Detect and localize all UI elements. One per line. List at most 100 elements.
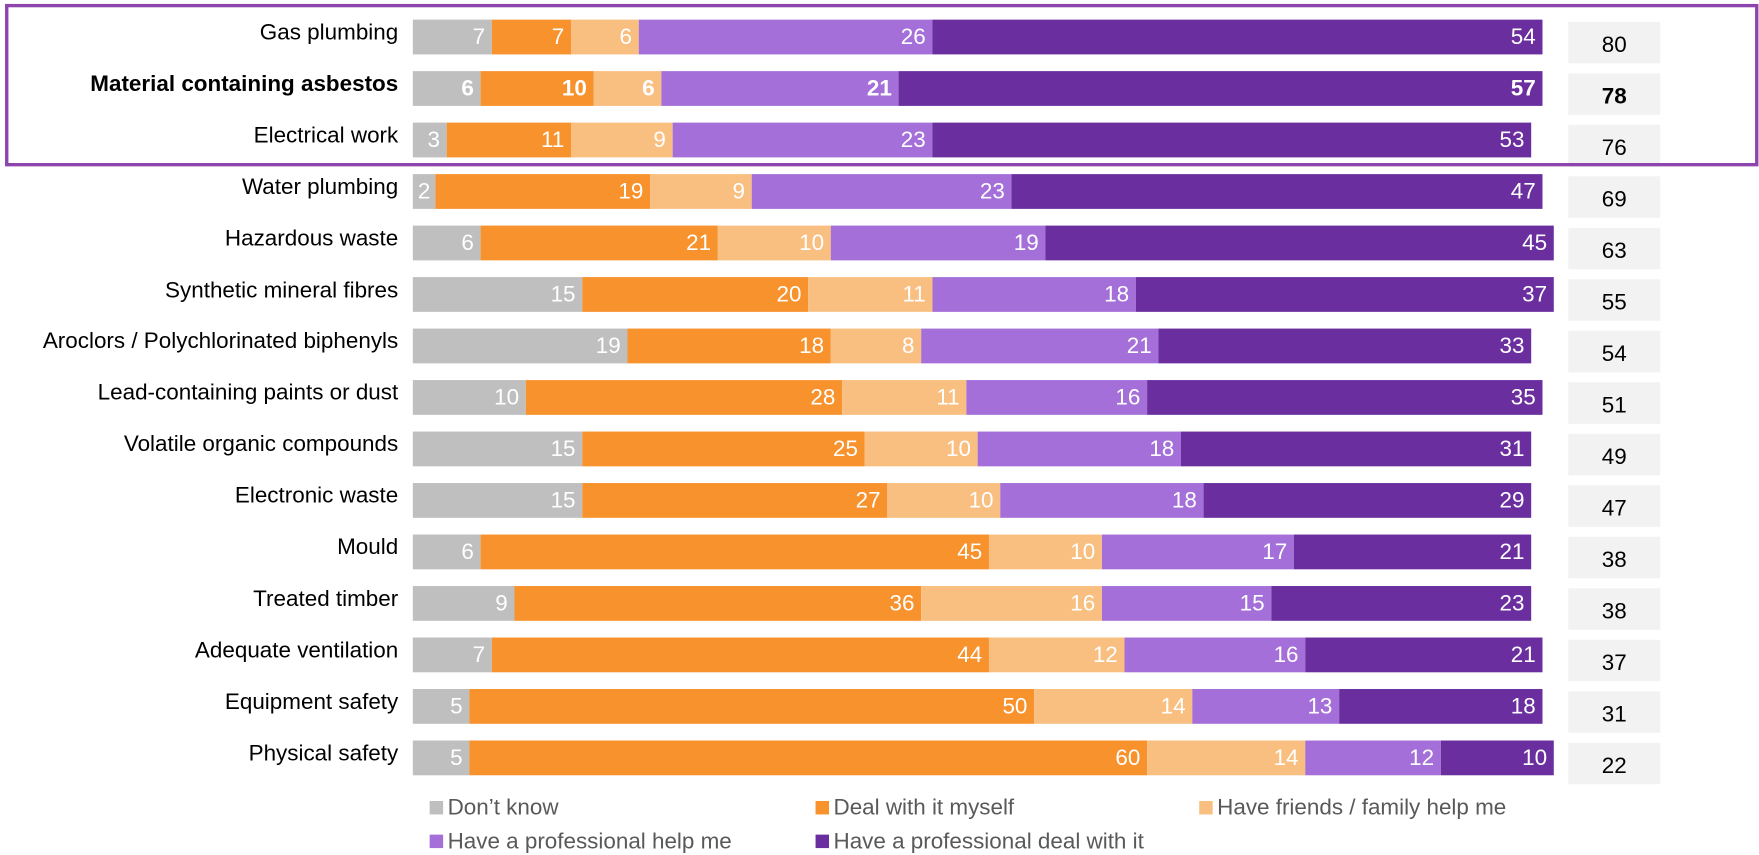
bar-segment — [751, 174, 1012, 209]
bar-segment — [480, 534, 989, 570]
bar-segment — [412, 225, 481, 261]
bar-segment — [1101, 534, 1294, 570]
value-label: 23 — [980, 179, 1005, 204]
total-box — [1568, 742, 1661, 785]
total-label: 54 — [1602, 341, 1627, 366]
total-label: 49 — [1602, 444, 1627, 469]
value-label: 23 — [901, 127, 926, 152]
total-label: 76 — [1602, 135, 1627, 160]
value-label: 29 — [1500, 487, 1525, 512]
value-label: 16 — [1070, 590, 1095, 615]
bar-segment — [1192, 689, 1340, 724]
bar-segment — [988, 637, 1125, 673]
value-label: 19 — [1014, 230, 1039, 255]
value-label: 19 — [618, 179, 643, 204]
bar-segment — [412, 380, 526, 415]
bar-segment — [435, 174, 651, 209]
total-label: 69 — [1602, 186, 1627, 211]
category-label: Synthetic mineral fibres — [165, 277, 399, 303]
value-label: 14 — [1161, 693, 1186, 718]
total-label: 51 — [1602, 392, 1627, 417]
value-label: 23 — [1500, 590, 1525, 615]
value-label: 31 — [1500, 436, 1525, 461]
value-label: 15 — [551, 487, 576, 512]
bar-segment — [412, 637, 492, 673]
bar-segment — [582, 431, 865, 467]
bar-segment — [469, 740, 1148, 776]
bar-segment — [1440, 740, 1554, 776]
bar-segment — [650, 174, 752, 209]
value-label: 35 — [1511, 385, 1536, 410]
bar-segment — [412, 19, 492, 55]
value-label: 36 — [889, 590, 914, 615]
value-label: 57 — [1511, 76, 1536, 101]
category-label: Treated timber — [253, 586, 399, 612]
bar-segment — [480, 225, 718, 261]
value-label: 19 — [596, 333, 621, 358]
value-label: 9 — [495, 590, 507, 615]
value-label: 18 — [1149, 436, 1174, 461]
value-label: 50 — [1002, 693, 1027, 718]
value-label: 13 — [1307, 693, 1332, 718]
value-label: 6 — [461, 230, 473, 255]
value-label: 47 — [1511, 179, 1536, 204]
value-label: 8 — [902, 333, 914, 358]
value-label: 11 — [541, 127, 564, 152]
total-box — [1568, 639, 1661, 682]
value-label: 45 — [1522, 230, 1547, 255]
category-label: Material containing asbestos — [90, 71, 399, 97]
value-label: 21 — [867, 76, 892, 101]
value-label: 5 — [450, 745, 462, 770]
legend-swatch — [1199, 800, 1213, 815]
value-label: 11 — [902, 282, 925, 307]
total-label: 55 — [1602, 289, 1627, 314]
total-box — [1568, 330, 1661, 373]
bar-segment — [412, 328, 628, 364]
category-label: Electronic waste — [234, 483, 399, 509]
bar-segment — [1011, 174, 1543, 209]
value-label: 27 — [856, 487, 881, 512]
bar-segment — [491, 637, 989, 673]
value-label: 18 — [1172, 487, 1197, 512]
bar-segment — [932, 122, 1532, 158]
bar-segment — [412, 277, 583, 312]
value-label: 53 — [1500, 127, 1525, 152]
category-label: Aroclors / Polychlorinated biphenyls — [42, 329, 399, 354]
bar-segment — [1203, 483, 1532, 518]
value-label: 10 — [1522, 745, 1547, 770]
value-label: 20 — [777, 282, 802, 307]
bar-segment — [412, 174, 436, 209]
bar-segment — [988, 534, 1102, 570]
value-label: 14 — [1274, 745, 1299, 770]
value-label: 10 — [494, 385, 519, 410]
value-label: 18 — [1511, 693, 1536, 718]
legend-label: Have a professional deal with it — [834, 828, 1145, 853]
bar-segment — [921, 586, 1102, 621]
legend-swatch — [429, 834, 444, 849]
total-label: 31 — [1602, 701, 1627, 726]
total-label: 38 — [1602, 547, 1627, 572]
bar-segment — [977, 431, 1181, 467]
total-label: 37 — [1602, 650, 1627, 675]
value-label: 33 — [1500, 333, 1525, 358]
category-label: Electrical work — [253, 123, 399, 148]
category-label: Lead-containing paints or dust — [97, 380, 399, 406]
total-box — [1568, 124, 1661, 167]
value-label: 54 — [1511, 24, 1536, 49]
value-label: 45 — [957, 539, 982, 564]
total-label: 80 — [1602, 32, 1627, 57]
bar-segment — [412, 534, 481, 570]
legend-label: Deal with it myself — [834, 795, 1015, 820]
value-label: 5 — [450, 693, 462, 718]
value-label: 21 — [1511, 642, 1536, 667]
value-label: 9 — [733, 179, 745, 204]
value-label: 2 — [418, 179, 430, 204]
value-label: 11 — [936, 385, 959, 410]
bar-segment — [1158, 328, 1532, 364]
total-box — [1568, 382, 1661, 424]
bar-segment — [469, 689, 1035, 724]
total-box — [1568, 279, 1661, 321]
legend-label: Have friends / family help me — [1217, 795, 1506, 820]
total-label: 63 — [1602, 238, 1627, 263]
bar-segment — [1135, 277, 1554, 312]
